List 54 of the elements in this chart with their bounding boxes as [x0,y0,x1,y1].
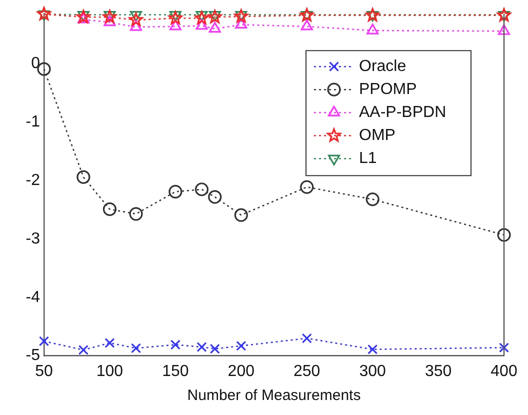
point [130,343,142,354]
point [196,19,208,30]
point [169,20,182,30]
point [129,207,143,221]
point [78,344,88,356]
point [497,8,511,22]
point [76,170,90,184]
y-tick-label: -2 [26,172,40,190]
legend-label: PPOMP [359,81,417,98]
y-tick-label: -3 [26,230,40,248]
x-tick-label: 250 [294,362,320,380]
point [366,24,379,34]
point [300,20,313,30]
point [102,202,117,216]
legend-label: OMP [359,127,396,144]
x-tick-label: 150 [162,362,189,380]
point [208,22,221,33]
point [234,208,248,222]
legend-label: L1 [359,150,377,168]
point [104,338,115,348]
point [168,184,182,199]
point [194,182,209,196]
point [196,342,207,352]
point [497,228,511,242]
x-tick-label: 400 [490,362,518,380]
point [300,8,314,22]
y-tick-label: -5 [26,347,40,364]
point [210,344,220,354]
point [130,20,142,31]
point [129,12,143,26]
y-tick-label: -4 [26,288,40,306]
point [170,340,180,350]
point [208,190,222,204]
x-tick-label: 300 [359,362,386,380]
legend-label: AA-P-BPDN [359,104,446,122]
x-tick-label: 350 [424,362,452,380]
point [368,344,378,354]
point [498,342,510,353]
y-tick-label: -1 [26,114,40,131]
y-tick-label: 0 [31,55,40,72]
x-tick-label: 100 [96,362,124,380]
point [302,333,312,344]
x-tick-label: 50 [35,362,53,380]
point [235,18,248,28]
x-axis-title: Number of Measurements [187,387,361,404]
legend-label: Oracle [359,58,406,76]
point [38,336,50,346]
point [300,180,314,194]
point [498,24,510,35]
point [236,340,246,351]
point [366,8,380,22]
point [37,6,51,20]
x-tick-label: 200 [228,362,255,380]
point [366,192,380,206]
